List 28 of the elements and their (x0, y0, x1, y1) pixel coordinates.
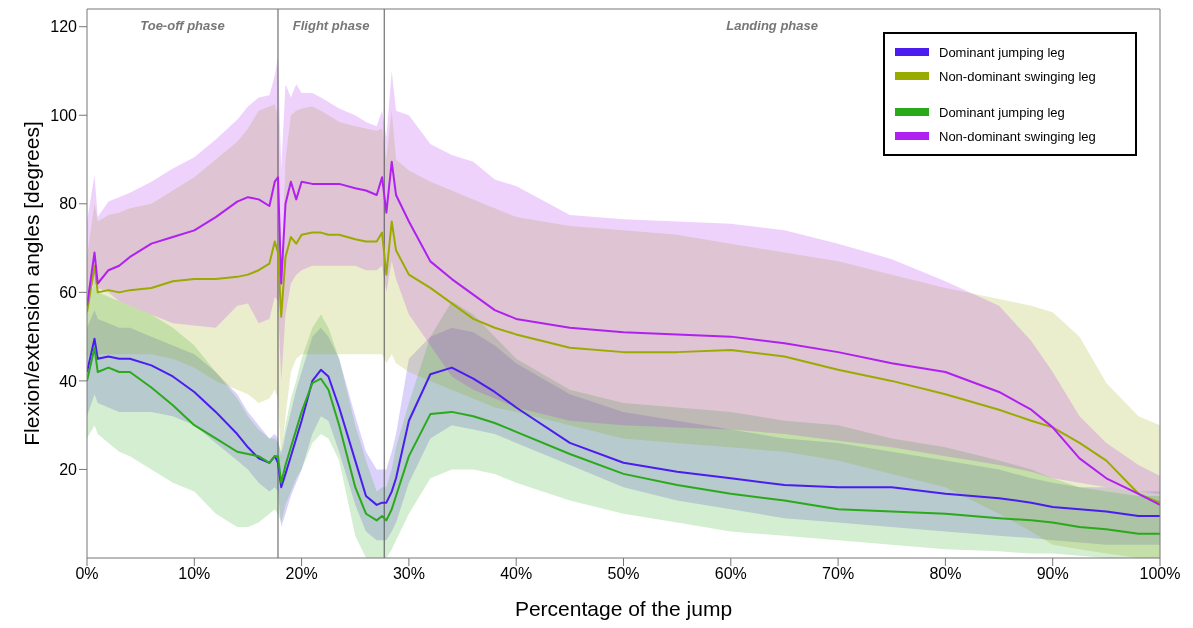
annotation: Toe-off phase (140, 18, 225, 34)
x-tick-label: 30% (392, 565, 425, 583)
legend-label: Dominant jumping leg (939, 44, 1065, 60)
y-tick-label: 40 (59, 372, 78, 390)
y-tick-label: 100 (50, 106, 78, 124)
x-tick-label: 60% (714, 565, 747, 583)
x-tick-label: 90% (1036, 565, 1069, 583)
legend-label: Non-dominant swinging leg (939, 128, 1096, 144)
x-tick-label: 20% (285, 565, 318, 583)
y-axis-title: Flexion/extension angles [degrees] (20, 121, 44, 446)
y-tick-label: 60 (59, 284, 78, 302)
x-tick-label: 100% (1139, 565, 1181, 583)
line-series (87, 160, 1160, 506)
legend-label: Dominant jumping leg (939, 104, 1065, 120)
x-tick-label: 50% (607, 565, 640, 583)
x-tick-label: 10% (178, 565, 211, 583)
y-tick-label: 120 (50, 18, 78, 36)
x-axis-title: Percentage of the jump (514, 597, 733, 620)
y-tick-label: 20 (59, 461, 78, 479)
annotation: Flight phase (292, 18, 370, 34)
x-tick-label: 0% (75, 565, 99, 583)
x-tick-label: 70% (822, 565, 855, 583)
annotation: Landing phase (726, 18, 818, 34)
y-tick-label: 80 (59, 195, 78, 213)
x-tick-label: 80% (929, 565, 962, 583)
line-series (87, 220, 1160, 504)
legend-label: Non-dominant swinging leg (939, 68, 1096, 84)
x-tick-label: 40% (500, 565, 533, 583)
